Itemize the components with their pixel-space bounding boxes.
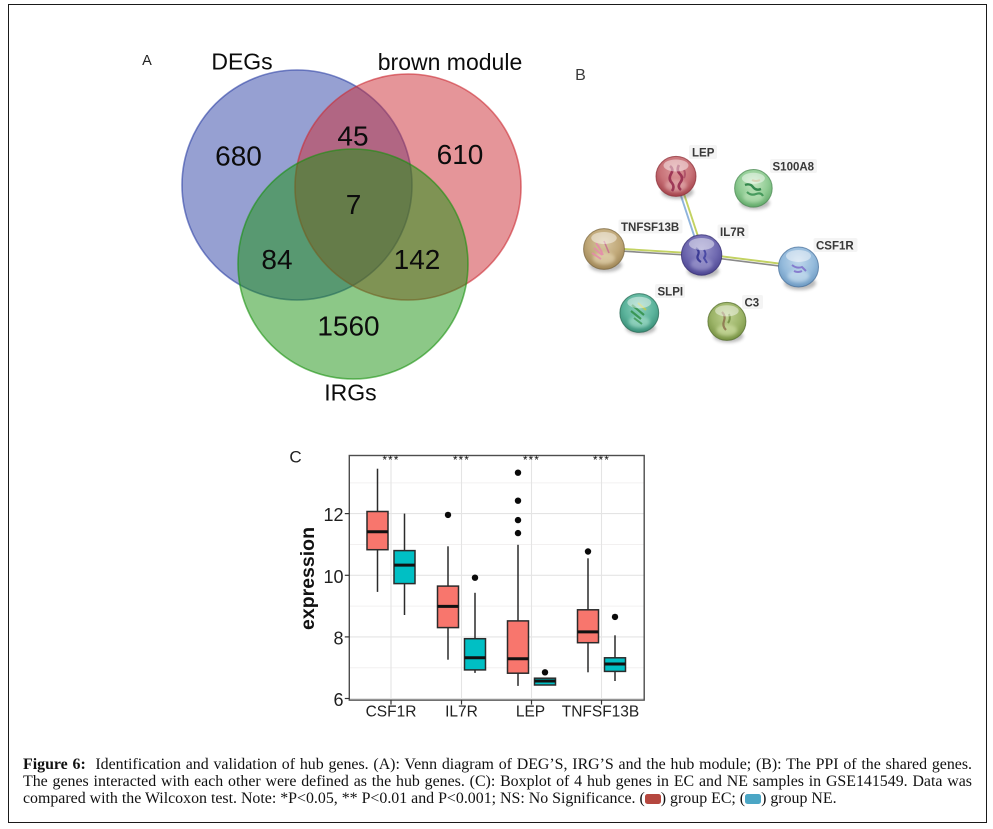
- svg-text:***: ***: [382, 455, 399, 467]
- svg-text:IL7R: IL7R: [720, 227, 746, 239]
- svg-text:84: 84: [261, 244, 292, 275]
- svg-text:IL7R: IL7R: [445, 704, 478, 721]
- svg-text:LEP: LEP: [692, 148, 715, 160]
- svg-text:DEGs: DEGs: [211, 49, 272, 75]
- svg-text:10: 10: [323, 567, 343, 587]
- svg-text:A: A: [142, 53, 152, 69]
- svg-text:C3: C3: [745, 298, 760, 310]
- svg-text:LEP: LEP: [516, 704, 545, 721]
- svg-text:S100A8: S100A8: [773, 162, 815, 174]
- svg-text:12: 12: [323, 505, 343, 525]
- svg-text:1560: 1560: [317, 311, 379, 342]
- svg-text:6: 6: [333, 690, 343, 710]
- svg-text:7: 7: [346, 189, 362, 220]
- svg-text:B: B: [575, 67, 586, 84]
- svg-text:***: ***: [523, 455, 540, 467]
- svg-text:brown module: brown module: [378, 49, 522, 75]
- svg-text:expression: expression: [297, 527, 319, 630]
- svg-text:IRGs: IRGs: [324, 380, 376, 406]
- svg-text:C: C: [289, 448, 301, 467]
- svg-text:142: 142: [394, 244, 441, 275]
- svg-text:TNFSF13B: TNFSF13B: [621, 222, 679, 234]
- svg-text:TNFSF13B: TNFSF13B: [562, 704, 640, 721]
- svg-text:610: 610: [437, 139, 484, 170]
- svg-text:8: 8: [333, 628, 343, 648]
- svg-text:CSF1R: CSF1R: [816, 241, 854, 253]
- svg-text:CSF1R: CSF1R: [366, 704, 417, 721]
- svg-text:680: 680: [215, 141, 262, 172]
- svg-text:***: ***: [453, 455, 470, 467]
- svg-text:45: 45: [337, 121, 368, 152]
- svg-text:***: ***: [593, 455, 610, 467]
- svg-text:SLPI: SLPI: [658, 287, 684, 299]
